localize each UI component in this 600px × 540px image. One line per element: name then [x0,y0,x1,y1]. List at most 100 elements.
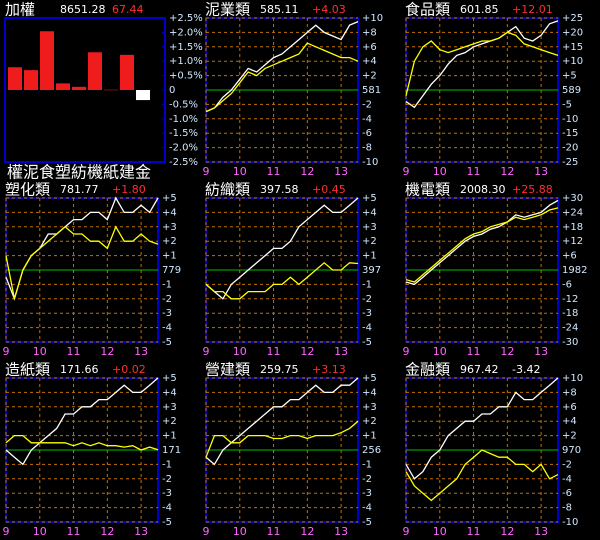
y-tick-label: 589 [562,85,581,96]
y-tick-label: -2 [362,99,372,110]
x-tick-label: 13 [334,345,348,358]
y-tick-label: +0.5% [169,71,203,82]
bar [88,52,102,90]
category-label: 建 [119,163,135,182]
y-tick-label: +1 [362,431,377,442]
y-tick-label: -24 [562,323,578,334]
y-tick-label: -5 [362,517,372,528]
y-tick-label: +20 [562,27,583,38]
y-tick-label: -4 [162,323,172,334]
price: 585.11 [260,3,299,16]
panel-title: 加權 [5,1,35,19]
x-tick-label: 12 [100,345,114,358]
y-tick-label: -10 [562,517,578,528]
y-tick-label: -4 [362,323,372,334]
y-tick-label: -18 [562,308,578,319]
y-tick-label: -5 [562,99,572,110]
y-tick-label: 171 [162,445,181,456]
y-tick-label: +1.0% [169,56,203,67]
y-tick-label: -2.5% [169,157,198,168]
x-tick-label: 10 [33,525,47,538]
bar [72,86,86,90]
y-tick-label: -8 [562,503,572,514]
x-tick-label: 13 [534,345,548,358]
bar [56,83,70,90]
y-tick-label: -1 [162,459,172,470]
x-tick-label: 10 [33,345,47,358]
y-tick-label: +6 [362,42,377,53]
y-tick-label: +5 [162,193,177,204]
y-tick-label: +4 [362,56,377,67]
y-tick-label: +2 [362,71,377,82]
y-tick-label: -3 [162,488,172,499]
y-tick-label: +5 [362,193,377,204]
x-tick-label: 11 [67,345,81,358]
y-tick-label: +3 [162,222,177,233]
y-tick-label: +4 [162,387,177,398]
y-tick-label: +2.5% [169,13,203,24]
y-tick-label: +2 [562,431,577,442]
series-line [405,449,559,502]
y-tick-label: +2.0% [169,27,203,38]
series-line [205,197,359,300]
x-tick-label: 11 [267,165,281,178]
x-tick-label: 11 [267,525,281,538]
y-tick-label: 397 [362,265,381,276]
x-tick-label: 13 [534,525,548,538]
change: +4.03 [312,3,346,16]
x-tick-label: 10 [433,345,447,358]
category-label: 權 [7,163,23,182]
y-tick-label: -4 [562,474,572,485]
x-tick-label: 9 [203,525,210,538]
y-tick-label: -2 [362,294,372,305]
change: +0.45 [312,183,346,196]
price: 397.58 [260,183,299,196]
y-tick-label: +3 [362,402,377,413]
y-tick-label: +12 [562,236,583,247]
y-tick-label: +3 [162,402,177,413]
x-tick-label: 12 [500,165,514,178]
x-tick-label: 9 [203,345,210,358]
price: 259.75 [260,363,299,376]
bar [8,67,22,90]
x-tick-label: 10 [233,525,247,538]
y-tick-label: -25 [562,157,578,168]
price: 967.42 [460,363,499,376]
x-tick-label: 9 [403,165,410,178]
y-tick-label: -1.0% [169,114,198,125]
y-tick-label: -1.5% [169,128,198,139]
y-tick-label: +1 [362,251,377,262]
y-tick-label: -5 [162,517,172,528]
category-label: 泥 [23,163,39,182]
panel-title: 造紙類 [5,361,50,379]
x-tick-label: 12 [100,525,114,538]
y-tick-label: -4 [162,503,172,514]
y-tick-label: +10 [562,373,583,384]
series-line [5,196,159,301]
category-label: 食 [39,163,55,182]
series-line [405,377,559,480]
series-line [405,199,559,286]
y-tick-label: +8 [362,27,377,38]
category-label: 紙 [103,163,119,182]
y-tick-label: -2.0% [169,143,198,154]
x-tick-label: 13 [534,165,548,178]
y-tick-label: +2 [362,236,377,247]
y-tick-label: -2 [162,294,172,305]
y-tick-label: +10 [362,13,383,24]
x-tick-label: 13 [334,525,348,538]
series-line [5,434,159,451]
y-tick-label: +4 [162,207,177,218]
price: 8651.28 [60,3,106,16]
series-line [205,42,359,113]
x-tick-label: 10 [433,525,447,538]
y-tick-label: -2 [562,459,572,470]
y-tick-label: +4 [562,416,577,427]
series-line [205,420,359,458]
y-tick-label: +1 [162,251,177,262]
change: 67.44 [112,3,144,16]
x-tick-label: 11 [67,525,81,538]
x-tick-label: 9 [403,525,410,538]
y-tick-label: +6 [562,251,577,262]
